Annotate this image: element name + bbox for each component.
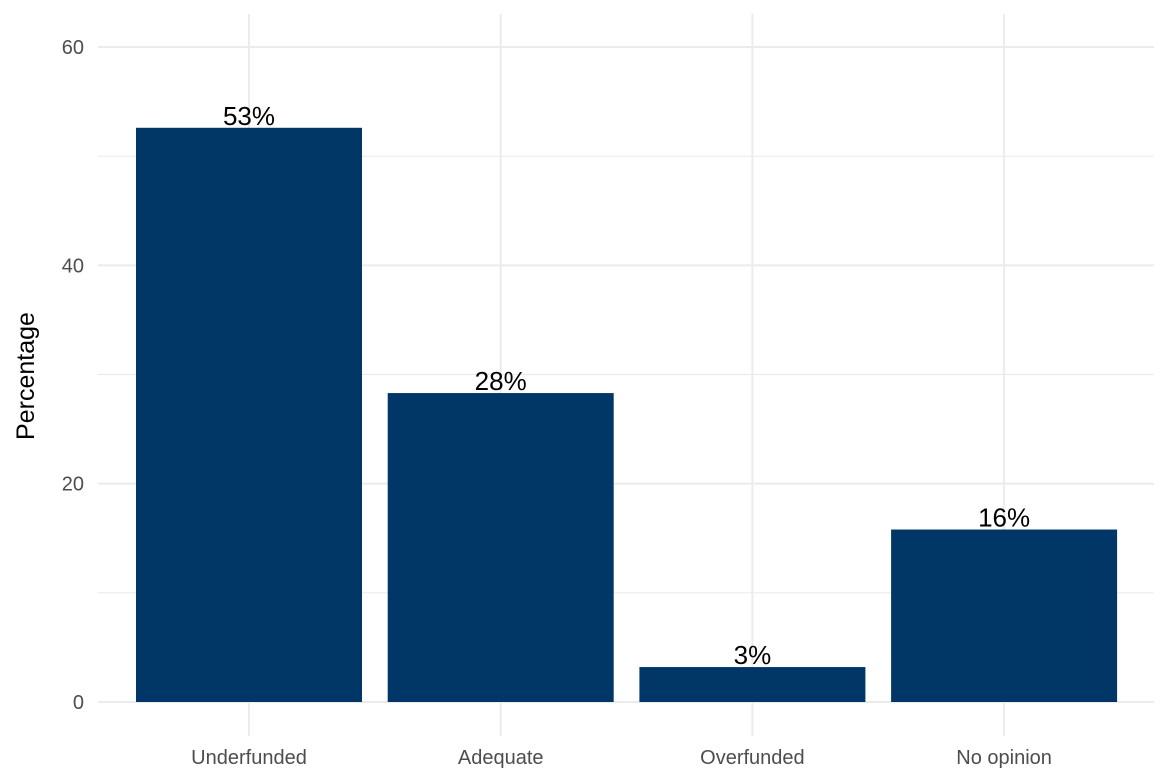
y-tick-label: 40 xyxy=(62,255,84,277)
y-axis-title: Percentage xyxy=(12,312,40,440)
y-axis-tick-labels: 0 20 40 60 xyxy=(62,37,84,714)
x-tick-label: Adequate xyxy=(458,747,544,769)
y-tick-label: 20 xyxy=(62,474,84,496)
x-tick-label: Overfunded xyxy=(700,747,805,769)
bar-value-label: 3% xyxy=(734,640,772,670)
bar-value-labels: 53% 28% 3% 16% xyxy=(223,101,1030,670)
bar-value-label: 16% xyxy=(978,503,1030,533)
bars xyxy=(136,127,1118,703)
bar-adequate xyxy=(387,393,614,702)
bar-underfunded xyxy=(136,127,362,703)
x-axis-tick-labels: Underfunded Adequate Overfunded No opinion xyxy=(191,747,1052,769)
x-tick-label: Underfunded xyxy=(191,747,307,769)
x-tick-label: No opinion xyxy=(956,747,1052,769)
y-tick-label: 0 xyxy=(73,692,84,714)
bar-value-label: 28% xyxy=(475,366,527,396)
bar-overfunded xyxy=(639,667,866,702)
bar-value-label: 53% xyxy=(223,101,275,131)
y-tick-label: 60 xyxy=(62,37,84,59)
bar-no-opinion xyxy=(891,529,1118,702)
